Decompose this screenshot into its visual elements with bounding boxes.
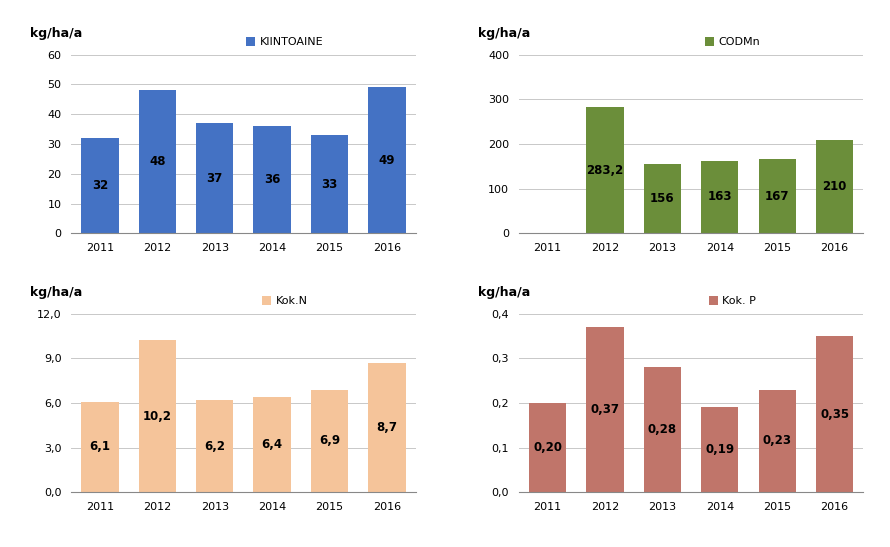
Text: 167: 167 bbox=[765, 189, 789, 202]
Bar bbox=[254, 126, 291, 234]
Text: kg/ha/a: kg/ha/a bbox=[478, 287, 530, 299]
Text: 283,2: 283,2 bbox=[587, 164, 624, 177]
Text: 156: 156 bbox=[650, 192, 675, 205]
Bar bbox=[816, 139, 854, 234]
Text: kg/ha/a: kg/ha/a bbox=[30, 27, 82, 40]
Text: 37: 37 bbox=[206, 172, 222, 185]
Text: 8,7: 8,7 bbox=[376, 421, 398, 434]
Bar bbox=[196, 400, 233, 492]
Bar bbox=[643, 367, 681, 492]
Legend: Kok.N: Kok.N bbox=[262, 296, 307, 306]
Legend: CODMn: CODMn bbox=[705, 37, 760, 47]
Text: 0,37: 0,37 bbox=[590, 403, 619, 416]
Bar bbox=[311, 389, 348, 492]
Bar bbox=[816, 336, 854, 492]
Bar bbox=[758, 159, 796, 234]
Bar bbox=[81, 401, 118, 492]
Bar bbox=[701, 408, 739, 492]
Bar bbox=[368, 88, 406, 234]
Bar bbox=[758, 389, 796, 492]
Bar bbox=[643, 164, 681, 234]
Text: 6,9: 6,9 bbox=[319, 434, 340, 447]
Bar bbox=[254, 397, 291, 492]
Text: 6,2: 6,2 bbox=[204, 440, 225, 453]
Text: kg/ha/a: kg/ha/a bbox=[30, 287, 82, 299]
Bar bbox=[196, 123, 233, 234]
Bar bbox=[587, 327, 624, 492]
Text: 0,19: 0,19 bbox=[705, 444, 734, 456]
Text: 36: 36 bbox=[264, 173, 280, 186]
Legend: Kok. P: Kok. P bbox=[708, 296, 756, 306]
Text: 163: 163 bbox=[708, 190, 732, 203]
Bar bbox=[587, 107, 624, 234]
Bar bbox=[81, 138, 118, 234]
Bar bbox=[368, 363, 406, 492]
Text: 0,20: 0,20 bbox=[533, 441, 562, 454]
Legend: KIINTOAINE: KIINTOAINE bbox=[247, 37, 323, 47]
Text: 32: 32 bbox=[92, 179, 108, 192]
Text: 210: 210 bbox=[822, 180, 846, 193]
Text: 33: 33 bbox=[321, 178, 337, 191]
Text: kg/ha/a: kg/ha/a bbox=[478, 27, 530, 40]
Text: 0,28: 0,28 bbox=[648, 423, 677, 437]
Bar bbox=[139, 90, 176, 234]
Text: 0,35: 0,35 bbox=[820, 408, 849, 421]
Text: 6,4: 6,4 bbox=[262, 438, 283, 451]
Text: 6,1: 6,1 bbox=[89, 440, 110, 453]
Text: 48: 48 bbox=[149, 155, 166, 168]
Bar bbox=[139, 340, 176, 492]
Bar bbox=[701, 160, 739, 234]
Text: 49: 49 bbox=[378, 154, 395, 167]
Text: 0,23: 0,23 bbox=[763, 434, 792, 447]
Text: 10,2: 10,2 bbox=[142, 410, 172, 423]
Bar bbox=[529, 403, 566, 492]
Bar bbox=[311, 135, 348, 234]
